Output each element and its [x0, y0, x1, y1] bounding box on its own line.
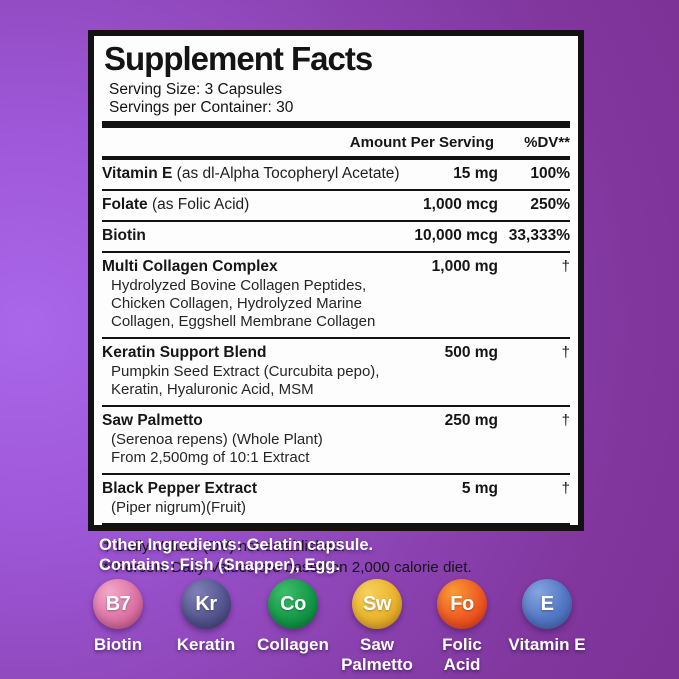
ingredient-dv: 250% [530, 196, 570, 213]
folic-acid-circle-icon: Fo [437, 579, 487, 629]
collagen-circle-icon: Co [268, 579, 318, 629]
ingredient-name: Vitamin E [102, 165, 173, 182]
badge-symbol: Kr [195, 592, 217, 615]
ingredient-row: Vitamin E (as dl-Alpha Tocopheryl Acetat… [102, 160, 570, 189]
badge-label: Saw Palmetto [341, 635, 413, 675]
ingredient-dv: † [561, 343, 570, 361]
ingredient-name: Biotin [102, 227, 146, 244]
badge-label: Vitamin E [508, 635, 586, 654]
ingredient-sublines: (Serenoa repens) (Whole Plant) From 2,50… [111, 430, 323, 466]
biotin-circle-icon: B7 [93, 579, 143, 629]
ingredient-sublines: Pumpkin Seed Extract (Curcubita pepo), K… [111, 362, 380, 398]
ingredient-sublines: Hydrolyzed Bovine Collagen Peptides, Chi… [111, 276, 376, 330]
ingredient-name: Multi Collagen Complex [102, 258, 278, 275]
footnotes: † Daily Values (DV) not established. **P… [103, 537, 472, 577]
ingredient-amount: 15 mg [453, 165, 498, 182]
ingredient-dv: 33,333% [508, 227, 570, 244]
badge-keratin: Kr Keratin [158, 579, 254, 655]
badge-symbol: Co [280, 592, 306, 615]
ingredient-dv: † [561, 258, 570, 275]
table-header-row: Amount Per Serving %DV** [102, 128, 570, 156]
other-ingredients-text: Other Ingredients: Gelatin capsule. Cont… [99, 536, 374, 574]
badge-symbol: E [540, 592, 554, 615]
badge-vitamin-e: E Vitamin E [499, 579, 595, 655]
ingredient-detail: (as Folic Acid) [151, 196, 250, 213]
ingredient-amount: 10,000 mcg [414, 227, 498, 244]
ingredient-name: Saw Palmetto [102, 411, 203, 429]
ingredient-amount: 1,000 mg [431, 258, 498, 275]
dv-column-header: %DV** [524, 134, 570, 151]
badge-label: Folic Acid [442, 635, 482, 675]
badge-biotin: B7 Biotin [70, 579, 166, 655]
badge-symbol: Fo [450, 592, 474, 615]
badge-collagen: Co Collagen [245, 579, 341, 655]
badge-label: Keratin [176, 635, 236, 654]
ingredient-row: Saw Palmetto (Serenoa repens) (Whole Pla… [102, 404, 570, 473]
vitamin-e-circle-icon: E [522, 579, 572, 629]
amount-column-header: Amount Per Serving [349, 134, 494, 151]
divider-thick-top [102, 121, 570, 128]
ingredient-amount: 500 mg [444, 343, 498, 361]
ingredient-dv: † [561, 479, 570, 497]
supplement-facts-panel: Supplement Facts Serving Size: 3 Capsule… [88, 30, 584, 576]
ingredient-amount: 250 mg [444, 411, 498, 429]
servings-per-container: Servings per Container: 30 [109, 98, 294, 116]
badge-folic-acid: Fo Folic Acid [414, 579, 510, 675]
ingredient-row: Keratin Support Blend Pumpkin Seed Extra… [102, 336, 570, 405]
badge-saw-palmetto: Sw Saw Palmetto [329, 579, 425, 675]
ingredient-dv: 100% [530, 165, 570, 182]
ingredient-dv: † [561, 411, 570, 429]
badge-label: Biotin [93, 635, 143, 654]
badge-label: Collagen [257, 635, 329, 654]
keratin-circle-icon: Kr [181, 579, 231, 629]
ingredient-detail: (as dl-Alpha Tocopheryl Acetate) [176, 165, 400, 182]
ingredient-row: Black Pepper Extract (Piper nigrum)(Frui… [102, 472, 570, 523]
panel-title: Supplement Facts [104, 40, 373, 77]
ingredient-row: Folate (as Folic Acid) 1,000 mcg 250% [102, 189, 570, 220]
saw-palmetto-circle-icon: Sw [352, 579, 402, 629]
ingredient-amount: 5 mg [461, 479, 498, 497]
badge-symbol: Sw [363, 592, 391, 615]
ingredient-row: Multi Collagen Complex Hydrolyzed Bovine… [102, 251, 570, 337]
divider-thick-bottom [102, 522, 570, 529]
ingredient-name: Keratin Support Blend [102, 343, 267, 361]
divider-header [102, 156, 570, 160]
ingredient-row: Biotin 10,000 mcg 33,333% [102, 220, 570, 251]
ingredient-name: Folate [102, 196, 148, 213]
ingredient-name: Black Pepper Extract [102, 479, 258, 497]
ingredient-amount: 1,000 mcg [423, 196, 498, 213]
ingredient-table: Vitamin E (as dl-Alpha Tocopheryl Acetat… [102, 160, 570, 523]
serving-size: Serving Size: 3 Capsules [109, 81, 283, 98]
ingredient-sublines: (Piper nigrum)(Fruit) [111, 498, 247, 516]
badge-symbol: B7 [105, 592, 131, 615]
